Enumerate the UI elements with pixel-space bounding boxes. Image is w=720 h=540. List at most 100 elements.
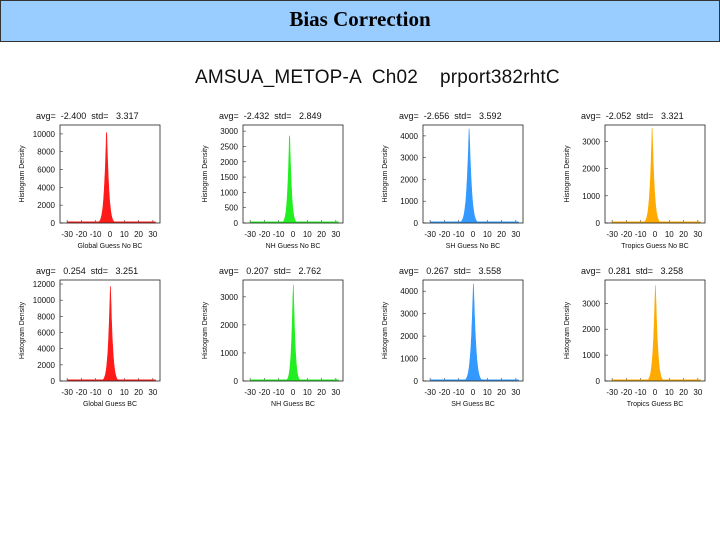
y-tick-label: 0 [596, 377, 601, 386]
x-tick-label: 30 [148, 230, 157, 239]
y-tick-label: 6000 [37, 166, 55, 175]
y-tick-label: 2000 [400, 175, 418, 184]
x-tick-label: 10 [303, 388, 312, 397]
histogram-panel-sh-bc: avg= 0.267 std= 3.558 Histogram Density 0 1… [382, 266, 524, 408]
x-tick-label: 0 [653, 230, 658, 239]
x-tick-label: -20 [621, 230, 633, 239]
x-tick-label: -20 [259, 388, 271, 397]
x-tick-label: -10 [453, 230, 465, 239]
x-tick-label: 20 [134, 388, 143, 397]
x-tick-label: -30 [606, 388, 618, 397]
x-axis-label: Tropics Guess BC [627, 401, 684, 408]
x-axis-label: Tropics Guess No BC [621, 243, 688, 250]
x-tick-label: -10 [273, 388, 285, 397]
y-tick-label: 1000 [400, 355, 418, 364]
x-tick-label: 10 [665, 230, 674, 239]
histogram-area [250, 135, 339, 224]
y-axis-label: Histogram Density [19, 145, 26, 203]
x-tick-label: -20 [76, 388, 88, 397]
y-tick-label: 2000 [582, 325, 600, 334]
x-tick-label: 20 [679, 230, 688, 239]
panel-stats-title: avg= 0.267 std= 3.558 [399, 266, 501, 276]
y-tick-label: 8000 [37, 148, 55, 157]
y-tick-label: 8000 [37, 312, 55, 321]
histogram-panel-sh-no-bc: avg= -2.656 std= 3.592 Histogram Density 0… [382, 111, 524, 250]
x-tick-label: 10 [483, 230, 492, 239]
histogram-area [430, 128, 519, 224]
x-tick-label: 20 [497, 388, 506, 397]
panel-stats-title: avg= 0.254 std= 3.251 [36, 266, 138, 276]
histogram-area [430, 283, 519, 382]
histogram-panel-global-bc: avg= 0.254 std= 3.251 Histogram Density 0 2… [19, 266, 161, 408]
histogram-baseline [430, 379, 519, 381]
y-tick-label: 0 [234, 219, 239, 228]
x-tick-label: -20 [439, 388, 451, 397]
x-tick-label: -10 [273, 230, 285, 239]
y-tick-label: 1500 [220, 173, 238, 182]
y-tick-label: 3000 [582, 299, 600, 308]
y-tick-label: 2000 [37, 361, 55, 370]
x-tick-label: 20 [317, 230, 326, 239]
x-tick-label: 20 [679, 388, 688, 397]
x-tick-label: 10 [665, 388, 674, 397]
x-tick-label: -30 [61, 230, 73, 239]
x-tick-label: -30 [61, 388, 73, 397]
histogram-baseline [250, 221, 339, 223]
x-tick-label: -10 [453, 388, 465, 397]
plot-frame [59, 279, 161, 382]
x-tick-label: 0 [291, 388, 296, 397]
y-tick-label: 3000 [400, 154, 418, 163]
y-tick-label: 1000 [220, 349, 238, 358]
plot-frame [422, 124, 524, 224]
x-tick-label: 20 [134, 230, 143, 239]
panel-stats-title: avg= 0.281 std= 3.258 [581, 266, 683, 276]
x-tick-label: -30 [424, 230, 436, 239]
histogram-panel-nh-no-bc: avg= -2.432 std= 2.849 Histogram Density 0… [202, 111, 344, 250]
y-axis-label: Histogram Density [564, 301, 571, 359]
y-tick-label: 0 [414, 219, 419, 228]
y-tick-label: 0 [234, 377, 239, 386]
x-tick-label: 0 [291, 230, 296, 239]
x-tick-label: 0 [471, 388, 476, 397]
x-axis-label: NH Guess No BC [266, 243, 321, 250]
y-axis-label: Histogram Density [202, 145, 209, 203]
x-tick-label: 10 [120, 230, 129, 239]
y-tick-label: 2000 [37, 201, 55, 210]
y-tick-label: 0 [414, 377, 419, 386]
x-tick-label: 20 [317, 388, 326, 397]
y-tick-label: 0 [51, 219, 56, 228]
panel-stats-title: avg= -2.400 std= 3.317 [36, 111, 139, 121]
y-tick-label: 1000 [400, 197, 418, 206]
histogram-baseline [430, 221, 519, 223]
y-axis-label: Histogram Density [19, 301, 26, 359]
y-tick-label: 3000 [582, 137, 600, 146]
y-axis-label: Histogram Density [564, 145, 571, 203]
y-axis-label: Histogram Density [202, 301, 209, 359]
y-tick-label: 4000 [37, 183, 55, 192]
y-tick-label: 2000 [220, 321, 238, 330]
y-tick-label: 3000 [220, 293, 238, 302]
y-axis-label: Histogram Density [382, 301, 389, 359]
y-tick-label: 4000 [400, 287, 418, 296]
plot-frame [604, 124, 706, 224]
plot-frame [242, 279, 344, 382]
histogram-area [612, 285, 701, 382]
y-tick-label: 1000 [582, 351, 600, 360]
x-tick-label: -10 [90, 230, 102, 239]
x-tick-label: 0 [108, 388, 113, 397]
x-axis-label: Global Guess BC [83, 401, 137, 408]
y-tick-label: 0 [51, 377, 56, 386]
x-tick-label: -20 [439, 230, 451, 239]
x-tick-label: 10 [120, 388, 129, 397]
plot-frame [242, 124, 344, 224]
y-tick-label: 1000 [220, 188, 238, 197]
histogram-area [612, 127, 701, 224]
x-tick-label: -10 [635, 388, 647, 397]
y-tick-label: 10000 [33, 130, 56, 139]
x-axis-label: SH Guess BC [451, 401, 495, 408]
slide-title: Bias Correction [289, 7, 431, 31]
panel-stats-title: avg= -2.052 std= 3.321 [581, 111, 684, 121]
x-tick-label: -30 [244, 230, 256, 239]
x-tick-label: -30 [244, 388, 256, 397]
figure-title: AMSUA_METOP-A Ch02 prport382rhtC [195, 67, 560, 88]
